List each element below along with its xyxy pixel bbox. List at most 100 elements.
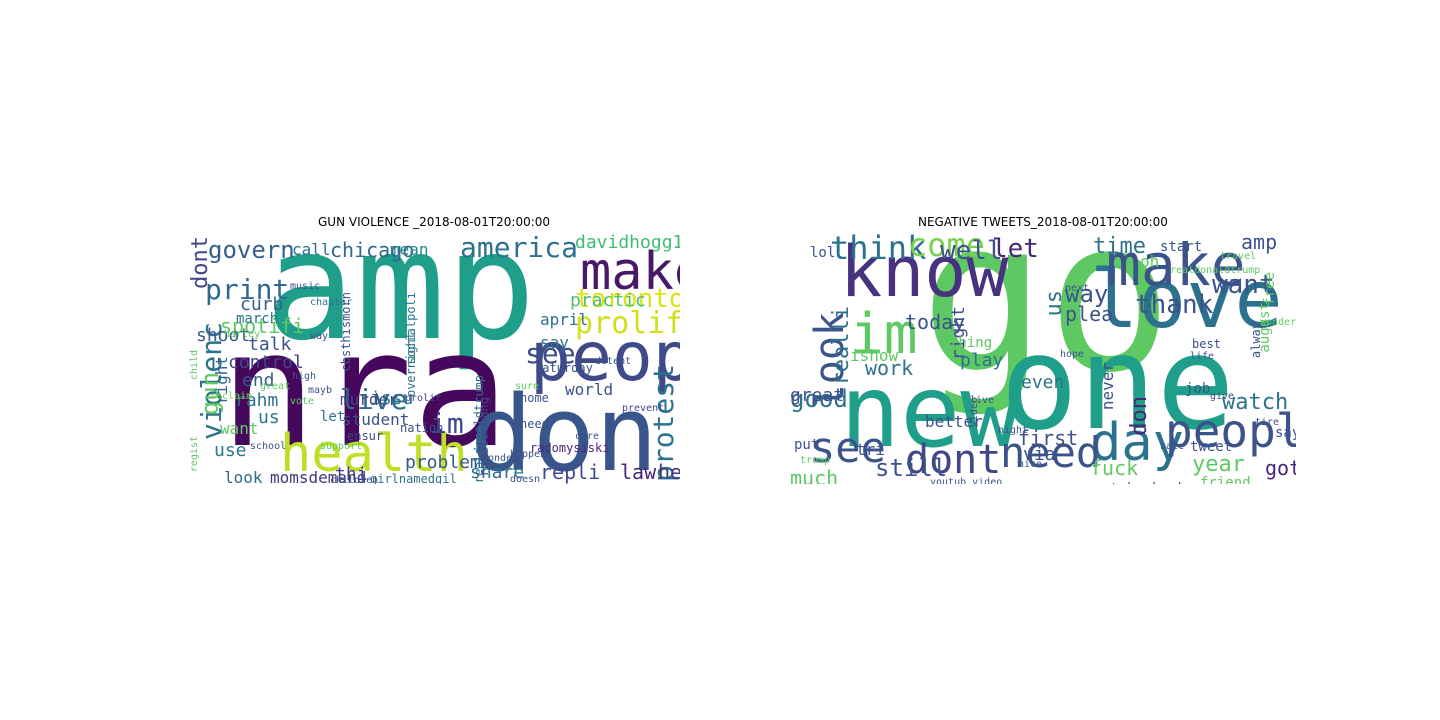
cloud-word: repli (540, 460, 601, 484)
cloud-word: day (1090, 413, 1184, 473)
cloud-word: realdonaldtrump (1170, 265, 1261, 276)
cloud-word: practic (570, 290, 646, 311)
cloud-word: control (228, 352, 304, 373)
cloud-word: music (290, 281, 321, 292)
left-word-cloud: ampnrahealthdonpeoplmakeprolifeitorontoa… (180, 232, 680, 484)
cloud-word: way (1065, 280, 1109, 308)
cloud-word: world (565, 380, 614, 399)
cloud-word: high (292, 371, 317, 382)
cloud-word: issu (370, 388, 414, 409)
cloud-word: don (1127, 396, 1152, 436)
cloud-word: rahm (235, 390, 279, 411)
cloud-word: thing (950, 335, 993, 351)
cloud-word: watch (1222, 390, 1289, 415)
cloud-word: well (940, 236, 1003, 266)
cloud-word: ensur (347, 429, 384, 443)
cloud-word: job (1185, 381, 1211, 397)
cloud-word: detent (595, 356, 632, 367)
cloud-word: child (189, 350, 200, 381)
cloud-word: peopl (530, 318, 680, 397)
cloud-word: radomysiski (530, 441, 610, 455)
cloud-word: fuck (1090, 456, 1139, 480)
cloud-word: look (224, 468, 263, 485)
cloud-word: hey (658, 460, 680, 484)
cloud-word: chapter (310, 297, 353, 308)
right-word-cloud: go one new love know make day peopl dont need see i… (790, 232, 1296, 484)
cloud-word: wonder (1260, 317, 1296, 328)
cloud-word: think (830, 232, 927, 267)
cloud-word: doesn (510, 474, 541, 485)
cloud-word: momsdemand (270, 468, 367, 485)
cloud-word: know (840, 232, 1009, 313)
cloud-word: come (908, 232, 986, 264)
cloud-word: nra (220, 296, 509, 483)
cloud-word: support (320, 441, 363, 452)
cloud-word: good (790, 385, 848, 413)
cloud-word: best (1192, 337, 1221, 351)
cloud-word: dont (905, 437, 1002, 483)
cloud-word: time (1093, 234, 1146, 259)
cloud-word: trump (800, 455, 831, 466)
cloud-word: say (1275, 425, 1296, 441)
cloud-word: vote (290, 396, 315, 407)
cloud-word: care (575, 431, 600, 442)
cloud-word: thank (1135, 290, 1214, 320)
cloud-word: year (1192, 452, 1245, 477)
cloud-word: see (525, 337, 576, 370)
cloud-word: live (970, 395, 995, 406)
cloud-word: saturday (535, 361, 593, 375)
cloud-word: children (330, 475, 379, 485)
cloud-word: want (220, 419, 259, 438)
cloud-word: free (1262, 272, 1278, 306)
cloud-word: life (1190, 351, 1215, 362)
cloud-word: first (1018, 426, 1079, 450)
cloud-word: home (520, 391, 549, 405)
cloud-word: toronto (575, 284, 680, 314)
cloud-word: end (242, 370, 275, 391)
cloud-word: murder (340, 390, 398, 409)
cloud-word: april (540, 310, 589, 329)
cloud-word: take back (1110, 482, 1186, 484)
cloud-word: roadtochang (477, 397, 491, 477)
cloud-word: let (992, 234, 1039, 264)
left-cloud-title: GUN VIOLENCE _2018-08-01T20:00:00 (318, 215, 551, 229)
cloud-word: happen (510, 449, 547, 460)
cloud-word: call (292, 240, 331, 259)
cloud-word: us (1042, 290, 1067, 317)
cloud-word: way (310, 331, 329, 342)
cloud-word: sure (515, 381, 540, 392)
cloud-word: girlnamedgil (370, 472, 457, 484)
cloud-word: hate (1160, 441, 1185, 452)
cloud-word: one (1000, 307, 1235, 459)
cloud-word: tri (856, 440, 885, 459)
cloud-word: tweet (1190, 439, 1233, 455)
cloud-word: let (320, 409, 346, 425)
cloud-word: new (840, 353, 1021, 470)
cloud-word: plea (1065, 302, 1114, 326)
cloud-word: still (875, 454, 948, 482)
cloud-word: play (960, 350, 1004, 371)
cloud-word: never (1098, 362, 1117, 411)
cloud-word: night (998, 425, 1029, 436)
cloud-word: live (340, 383, 408, 416)
cloud-word: go (920, 232, 1173, 419)
cloud-word: much (790, 466, 839, 484)
cloud-word: see (810, 423, 886, 472)
cloud-word: wonder (482, 453, 519, 464)
cloud-word: lol (810, 245, 836, 261)
cloud-word: amp (265, 232, 536, 374)
cloud-word: via (1023, 444, 1056, 465)
cloud-word: im (850, 302, 918, 367)
cloud-word: curb (240, 294, 284, 315)
cloud-word: put (794, 437, 820, 453)
cloud-word: law (620, 460, 657, 484)
cloud-word: regist (189, 436, 200, 473)
cloud-word: start (1160, 239, 1203, 255)
cloud-word: give (1210, 391, 1235, 402)
cloud-word: student (342, 410, 410, 429)
cloud-word: school (250, 441, 287, 452)
cloud-word: nation (400, 421, 444, 435)
cloud-word: problem (405, 452, 481, 473)
cloud-word: overnight (404, 332, 418, 398)
cloud-word: oh (1140, 252, 1160, 271)
